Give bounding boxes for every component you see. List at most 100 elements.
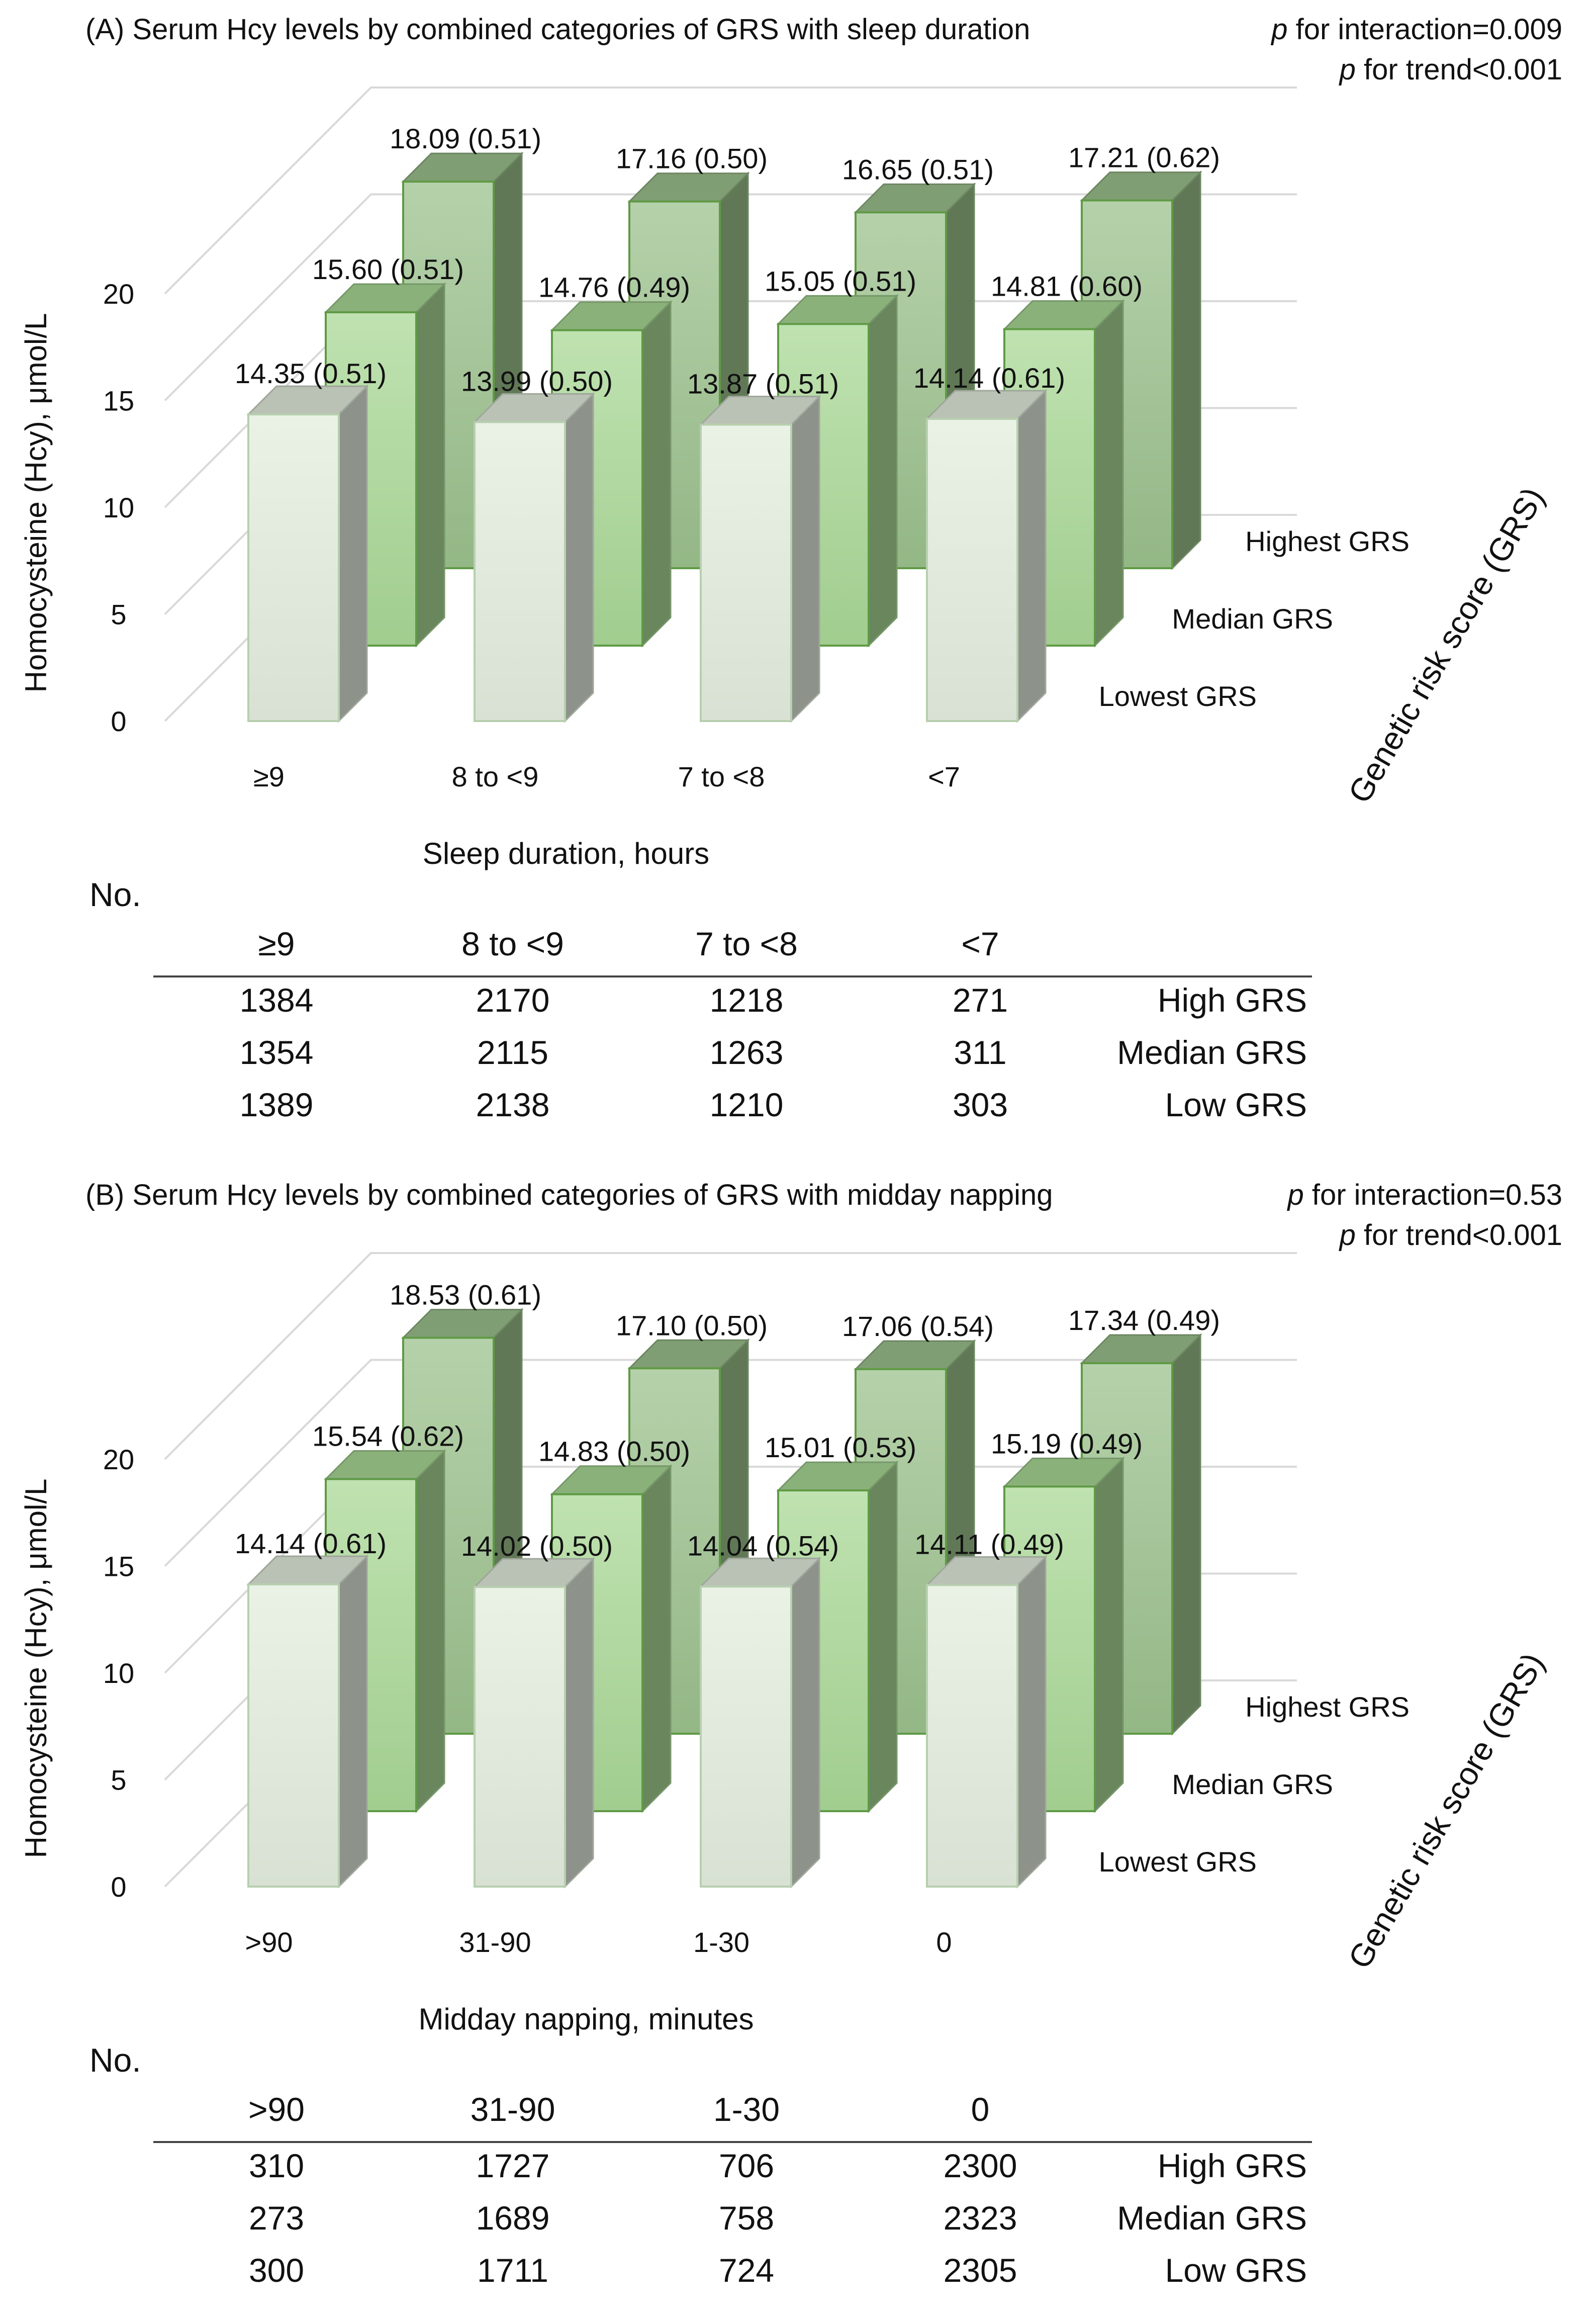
counts-cell: 1384 xyxy=(240,982,314,1019)
y-tick-label: 5 xyxy=(111,1764,126,1796)
y-tick-label: 20 xyxy=(103,1444,134,1475)
bar-data-label: 18.53 (0.61) xyxy=(390,1279,541,1310)
counts-cell: 1354 xyxy=(240,1034,314,1071)
counts-row-label: High GRS xyxy=(1158,982,1307,1019)
p-interaction-text: for interaction=0.009 xyxy=(1287,13,1562,46)
bar-data-label: 14.76 (0.49) xyxy=(538,272,690,303)
bar-side-face xyxy=(1094,1456,1124,1813)
counts-header: >90 xyxy=(248,2091,305,2128)
counts-cell: 273 xyxy=(249,2199,304,2237)
counts-header: 31-90 xyxy=(471,2091,555,2128)
bar-front-face xyxy=(926,418,1018,722)
bar-lowest-grs-3 xyxy=(699,394,821,723)
x-category-label: ≥9 xyxy=(253,761,285,792)
bar-data-label: 14.81 (0.60) xyxy=(991,271,1143,302)
counts-row-label: Low GRS xyxy=(1165,2252,1307,2289)
counts-cell: 1389 xyxy=(240,1086,314,1123)
grs-row-label: Median GRS xyxy=(1172,603,1333,635)
x-category-label: >90 xyxy=(245,1926,293,1958)
bar-data-label: 15.54 (0.62) xyxy=(312,1420,464,1452)
gridline xyxy=(164,1252,1297,1460)
counts-cell: 1711 xyxy=(477,2252,548,2289)
counts-cell: 2115 xyxy=(477,1034,548,1071)
gridline xyxy=(164,86,1297,295)
bar-side-face xyxy=(1171,1333,1201,1736)
counts-cell: 724 xyxy=(719,2252,774,2289)
bar-side-face xyxy=(868,294,898,648)
bar-side-face xyxy=(338,1554,368,1889)
y-tick-label: 15 xyxy=(103,385,134,417)
grs-row-label: Lowest GRS xyxy=(1099,1846,1257,1878)
bar-side-face xyxy=(641,1464,672,1813)
x-category-label: 1-30 xyxy=(693,1926,749,1958)
x-category-label: 31-90 xyxy=(459,1926,531,1958)
panel-a: (A) Serum Hcy levels by combined categor… xyxy=(19,13,1562,1123)
bar-data-label: 14.35 (0.51) xyxy=(235,358,387,389)
bar-front-face xyxy=(926,1584,1018,1888)
p-trend-note: p for trend<0.001 xyxy=(1339,1219,1562,1252)
counts-no-label: No. xyxy=(89,876,141,913)
bar-side-face xyxy=(1094,299,1124,648)
bar-lowest-grs-3 xyxy=(699,1556,821,1889)
bar-side-face xyxy=(790,394,820,723)
grs-row-label: Median GRS xyxy=(1172,1768,1333,1800)
bar-side-face xyxy=(1016,389,1047,723)
bar-lowest-grs-2 xyxy=(473,392,595,723)
y-tick-label: 10 xyxy=(103,1657,134,1689)
bar-side-face xyxy=(1171,170,1201,570)
panel-title: (B) Serum Hcy levels by combined categor… xyxy=(85,1179,1053,1211)
y-tick-label: 5 xyxy=(111,599,126,631)
counts-header: 1-30 xyxy=(713,2091,780,2128)
y-tick-label: 10 xyxy=(103,492,134,523)
bar-data-label: 18.09 (0.51) xyxy=(390,123,541,154)
grs-row-label: Lowest GRS xyxy=(1099,680,1257,712)
bar-side-face xyxy=(338,384,368,723)
counts-cell: 1263 xyxy=(710,1034,784,1071)
x-category-label: 0 xyxy=(936,1926,952,1958)
bar-data-label: 16.65 (0.51) xyxy=(842,153,994,185)
bar-front-face xyxy=(700,1585,792,1888)
bar-lowest-grs-1 xyxy=(246,1554,369,1889)
counts-header: ≥9 xyxy=(258,925,295,962)
bar-data-label: 13.87 (0.51) xyxy=(687,368,839,400)
bar-median-grs-1 xyxy=(324,1449,446,1813)
bar-side-face xyxy=(415,1449,445,1813)
counts-cell: 2305 xyxy=(944,2252,1017,2289)
counts-cell: 1218 xyxy=(710,982,784,1019)
p-trend-text: for trend<0.001 xyxy=(1356,1219,1562,1252)
bar-front-face xyxy=(700,423,792,722)
counts-header: 0 xyxy=(971,2091,990,2128)
gridline xyxy=(164,193,1297,401)
p-trend-text: for trend<0.001 xyxy=(1356,53,1562,86)
p-interaction-note: p for interaction=0.53 xyxy=(1286,1179,1562,1211)
counts-row-label: High GRS xyxy=(1158,2147,1307,2184)
y-axis-label: Homocysteine (Hcy), μmol/L xyxy=(19,1479,53,1858)
bar-data-label: 17.06 (0.54) xyxy=(842,1310,994,1342)
p-italic: p xyxy=(1339,53,1356,86)
bar-data-label: 17.10 (0.50) xyxy=(616,1309,768,1341)
p-italic: p xyxy=(1286,1179,1303,1211)
bar-data-label: 15.19 (0.49) xyxy=(991,1428,1143,1459)
bar-data-label: 14.04 (0.54) xyxy=(687,1530,839,1561)
counts-row-label: Low GRS xyxy=(1165,1086,1307,1123)
y-tick-label: 0 xyxy=(111,705,126,737)
panel-title: (A) Serum Hcy levels by combined categor… xyxy=(85,13,1030,46)
y-axis-label: Homocysteine (Hcy), μmol/L xyxy=(19,313,53,693)
bar-front-face xyxy=(474,1586,566,1888)
counts-cell: 758 xyxy=(719,2199,774,2237)
x-category-label: 8 to <9 xyxy=(452,761,539,792)
counts-cell: 706 xyxy=(719,2147,774,2184)
counts-cell: 2170 xyxy=(476,982,550,1019)
counts-cell: 1689 xyxy=(476,2199,550,2237)
counts-cell: 311 xyxy=(954,1034,1006,1071)
y-tick-label: 0 xyxy=(111,1871,126,1903)
bar-data-label: 14.14 (0.61) xyxy=(913,362,1065,394)
bar-side-face xyxy=(564,392,594,723)
bar-lowest-grs-4 xyxy=(925,1555,1048,1889)
counts-cell: 2138 xyxy=(476,1086,550,1123)
bar-side-face xyxy=(641,300,672,648)
bar-data-label: 15.01 (0.53) xyxy=(765,1432,916,1463)
bar-data-label: 15.60 (0.51) xyxy=(312,253,464,285)
panel-b: (B) Serum Hcy levels by combined categor… xyxy=(19,1179,1562,2289)
